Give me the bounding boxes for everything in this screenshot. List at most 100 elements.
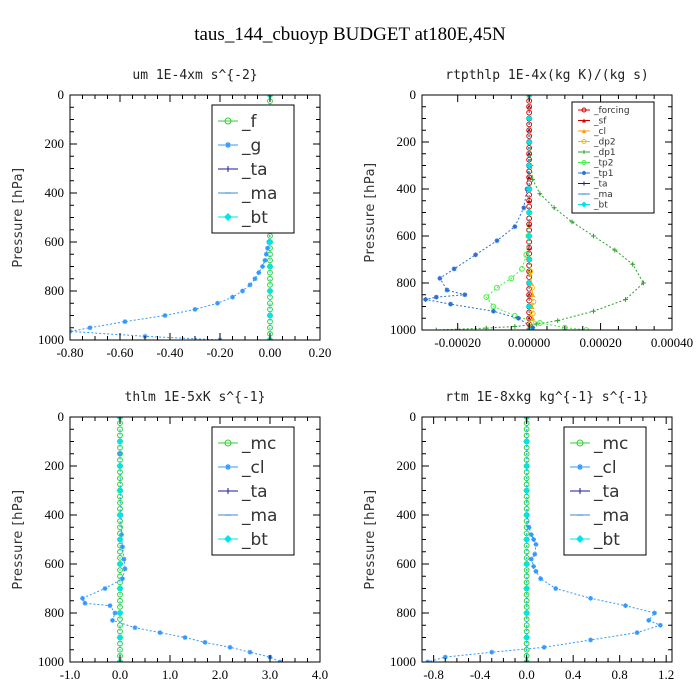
data-point (483, 294, 490, 301)
legend-swatch-marker (576, 439, 584, 447)
legend-swatch-marker (225, 166, 231, 172)
legend: _mc _cl _ta _ma _bt (211, 426, 295, 556)
data-point (491, 308, 496, 314)
legend-label: _ma (241, 184, 277, 204)
data-point (529, 310, 536, 317)
legend-label: _tp2 (593, 159, 613, 169)
series-line (81, 453, 281, 662)
legend-item: _forcing (578, 106, 630, 116)
data-point (423, 297, 428, 302)
data-point (523, 462, 531, 470)
legend-swatch-marker (576, 535, 584, 543)
y-tick-label: 0 (410, 409, 417, 424)
x-tick-label: 0.20 (309, 345, 332, 360)
data-point (526, 309, 533, 316)
legend-item: _f (218, 112, 258, 132)
data-point (630, 261, 636, 267)
data-point (119, 532, 124, 537)
x-tick-label: -0.20 (206, 345, 233, 360)
y-tick-label: 800 (45, 605, 65, 620)
legend-swatch-marker (577, 464, 583, 470)
y-tick-label: 800 (45, 283, 65, 298)
legend-swatch-marker (581, 107, 587, 113)
data-point (260, 264, 265, 269)
data-point (117, 646, 123, 653)
data-point (110, 617, 115, 623)
legend: _f _g _ta _ma _bt (211, 104, 295, 234)
legend-item: _ma (570, 506, 629, 526)
data-point (532, 551, 538, 557)
data-point (117, 475, 123, 482)
legend-label: _ta (593, 482, 620, 502)
data-point (526, 292, 532, 298)
legend-label: _tp1 (593, 169, 613, 179)
series-line (485, 95, 587, 330)
data-point (182, 635, 188, 640)
legend-label: _ma (241, 506, 277, 526)
data-point (523, 579, 530, 586)
panel-3: thlm 1E-5xK s^{-1} Pressure [hPa] 0 200 400 6… (11, 390, 328, 682)
data-point (107, 603, 113, 609)
y-tick-label: 0 (410, 87, 417, 102)
legend-item: _ta (218, 482, 268, 502)
data-point (526, 524, 532, 530)
legend-item: _tp1 (578, 169, 613, 179)
legend-item: _g (218, 136, 261, 156)
data-point (555, 318, 561, 323)
y-tick-label: 1000 (38, 654, 64, 669)
data-point (116, 634, 124, 641)
legend-swatch-marker (582, 150, 586, 154)
data-point (87, 325, 93, 331)
data-point (523, 536, 531, 543)
data-point (591, 233, 596, 239)
legend-swatch-marker (582, 171, 586, 175)
y-tick-label: 200 (397, 134, 417, 149)
data-point (526, 144, 533, 151)
series-bt (116, 417, 124, 662)
data-point (82, 600, 88, 606)
data-point (230, 294, 235, 300)
data-point (523, 554, 530, 561)
data-point (551, 205, 557, 211)
data-point (157, 630, 163, 635)
y-tick-label: 600 (45, 234, 65, 249)
x-tick-label: -0.80 (56, 345, 83, 360)
legend-label: _mc (241, 434, 276, 454)
data-point (530, 177, 536, 182)
data-point (262, 257, 268, 263)
x-tick-label: 0.0 (519, 667, 535, 682)
data-point (523, 438, 531, 445)
legend-swatch-marker (225, 488, 231, 494)
data-point (525, 185, 533, 193)
data-point (641, 280, 646, 286)
legend-label: _cl (593, 458, 617, 478)
y-tick-label: 200 (45, 458, 65, 473)
series-group (423, 95, 646, 330)
data-point (531, 564, 537, 569)
data-point (266, 263, 274, 270)
y-tick-label: 400 (397, 181, 417, 196)
y-axis-label: Pressure [hPa] (11, 167, 26, 267)
data-point (240, 288, 245, 294)
figure-title: taus_144_cbuoyp BUDGET at180E,45N (194, 24, 506, 45)
data-point (256, 270, 262, 276)
data-point (527, 268, 534, 275)
data-point (512, 224, 518, 229)
data-point (451, 266, 457, 272)
x-tick-label: 0.4 (565, 667, 582, 682)
data-point (526, 156, 533, 163)
data-point (263, 251, 269, 257)
data-point (116, 536, 124, 543)
legend-item: _bt (578, 201, 608, 211)
data-point (473, 252, 478, 258)
legend-label: _ta (241, 160, 268, 180)
data-point (533, 568, 539, 574)
x-tick-label: -1.0 (60, 667, 81, 682)
data-point (591, 308, 596, 314)
data-point (120, 576, 125, 582)
legend-item: _ma (218, 506, 277, 526)
series-line (70, 131, 276, 340)
data-point (530, 325, 536, 330)
x-tick-label: 0.00020 (579, 335, 621, 350)
